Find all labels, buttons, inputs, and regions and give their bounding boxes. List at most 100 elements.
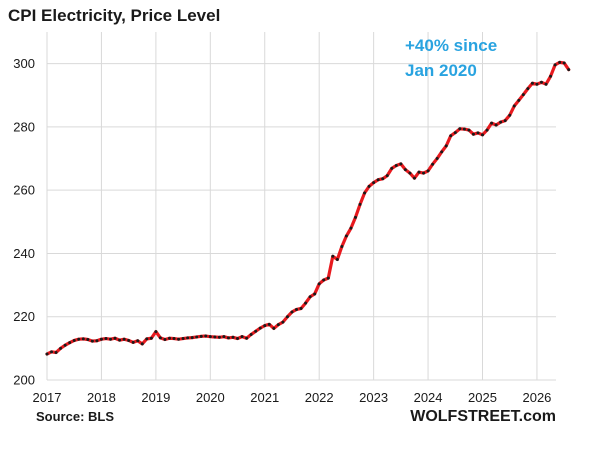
data-point bbox=[109, 337, 113, 341]
data-point bbox=[530, 81, 534, 85]
data-point bbox=[558, 60, 562, 64]
annotation-line-2: Jan 2020 bbox=[405, 61, 477, 80]
data-point bbox=[122, 337, 126, 341]
data-point bbox=[140, 342, 144, 346]
data-point bbox=[186, 336, 190, 340]
data-point bbox=[431, 162, 435, 166]
chart-title: CPI Electricity, Price Level bbox=[8, 6, 220, 25]
data-point bbox=[521, 93, 525, 97]
data-point bbox=[163, 338, 167, 342]
data-point bbox=[435, 157, 439, 161]
data-point bbox=[562, 61, 566, 65]
data-point bbox=[481, 133, 485, 137]
data-point bbox=[81, 337, 85, 341]
data-point bbox=[131, 340, 135, 344]
data-point bbox=[158, 336, 162, 340]
data-point bbox=[217, 335, 221, 339]
data-point bbox=[231, 335, 235, 339]
data-point bbox=[385, 174, 389, 178]
data-point bbox=[59, 346, 63, 350]
data-point bbox=[340, 244, 344, 248]
data-point bbox=[417, 170, 421, 174]
series-line-layer bbox=[45, 60, 571, 356]
data-point bbox=[344, 234, 348, 238]
data-point bbox=[99, 337, 103, 341]
data-point bbox=[95, 339, 99, 343]
y-tick-label: 220 bbox=[13, 309, 35, 324]
data-point bbox=[494, 123, 498, 127]
data-point bbox=[199, 334, 203, 338]
data-point bbox=[258, 326, 262, 330]
data-point bbox=[290, 310, 294, 314]
data-point bbox=[313, 292, 317, 296]
data-point bbox=[503, 119, 507, 123]
data-point bbox=[440, 150, 444, 154]
data-point bbox=[308, 295, 312, 299]
data-point bbox=[222, 335, 226, 339]
data-point bbox=[167, 336, 171, 340]
data-point bbox=[517, 98, 521, 102]
data-point bbox=[317, 282, 321, 286]
data-point bbox=[249, 332, 253, 336]
x-tick-label: 2019 bbox=[141, 390, 170, 405]
data-point bbox=[485, 128, 489, 132]
y-tick-label: 280 bbox=[13, 119, 35, 134]
data-point bbox=[471, 132, 475, 136]
data-point bbox=[299, 307, 303, 310]
data-point bbox=[462, 127, 466, 131]
data-point bbox=[508, 113, 512, 117]
data-point bbox=[394, 164, 398, 168]
x-tick-label: 2020 bbox=[196, 390, 225, 405]
data-point bbox=[372, 181, 376, 185]
data-point bbox=[154, 330, 158, 334]
data-point bbox=[204, 334, 208, 338]
data-point bbox=[553, 63, 557, 67]
data-point bbox=[458, 127, 462, 131]
data-point bbox=[177, 337, 181, 341]
data-point bbox=[118, 338, 122, 342]
data-point bbox=[322, 278, 326, 282]
data-point bbox=[567, 68, 571, 72]
data-point bbox=[281, 320, 285, 324]
source-label: Source: BLS bbox=[36, 409, 114, 424]
data-point bbox=[490, 121, 494, 125]
x-axis-ticks: 2017 2018 2019 2020 2021 2022 2023 2024 2025 2026 bbox=[33, 390, 552, 405]
data-point bbox=[526, 87, 530, 91]
data-point bbox=[326, 276, 330, 280]
data-point bbox=[335, 257, 339, 261]
data-point bbox=[149, 336, 153, 340]
data-point bbox=[476, 131, 480, 135]
data-point bbox=[276, 323, 280, 327]
data-point bbox=[304, 301, 308, 305]
data-point bbox=[349, 226, 353, 230]
data-point bbox=[208, 335, 212, 339]
data-point bbox=[213, 335, 217, 339]
data-point bbox=[68, 341, 72, 345]
x-tick-label: 2018 bbox=[87, 390, 116, 405]
data-point bbox=[90, 339, 94, 343]
series-marker-layer bbox=[45, 60, 571, 356]
data-point bbox=[263, 324, 267, 328]
data-point bbox=[136, 339, 140, 343]
data-point bbox=[376, 178, 380, 182]
data-point bbox=[226, 336, 230, 340]
gridlines bbox=[46, 32, 556, 381]
y-axis-ticks: 200 220 240 260 280 300 bbox=[13, 56, 35, 387]
data-point bbox=[254, 329, 258, 333]
data-point bbox=[403, 168, 407, 172]
data-point bbox=[549, 74, 553, 78]
data-point bbox=[272, 326, 276, 330]
brand-label: WOLFSTREET.com bbox=[410, 408, 556, 425]
data-point bbox=[449, 134, 453, 138]
data-point bbox=[381, 177, 385, 181]
data-point bbox=[145, 337, 149, 341]
y-tick-label: 240 bbox=[13, 246, 35, 261]
data-point bbox=[295, 307, 299, 311]
y-tick-label: 260 bbox=[13, 183, 35, 198]
data-point bbox=[422, 171, 426, 175]
data-point bbox=[181, 337, 185, 341]
data-point bbox=[444, 144, 448, 148]
data-point bbox=[104, 337, 108, 341]
series-line bbox=[45, 60, 571, 356]
x-tick-label: 2023 bbox=[359, 390, 388, 405]
